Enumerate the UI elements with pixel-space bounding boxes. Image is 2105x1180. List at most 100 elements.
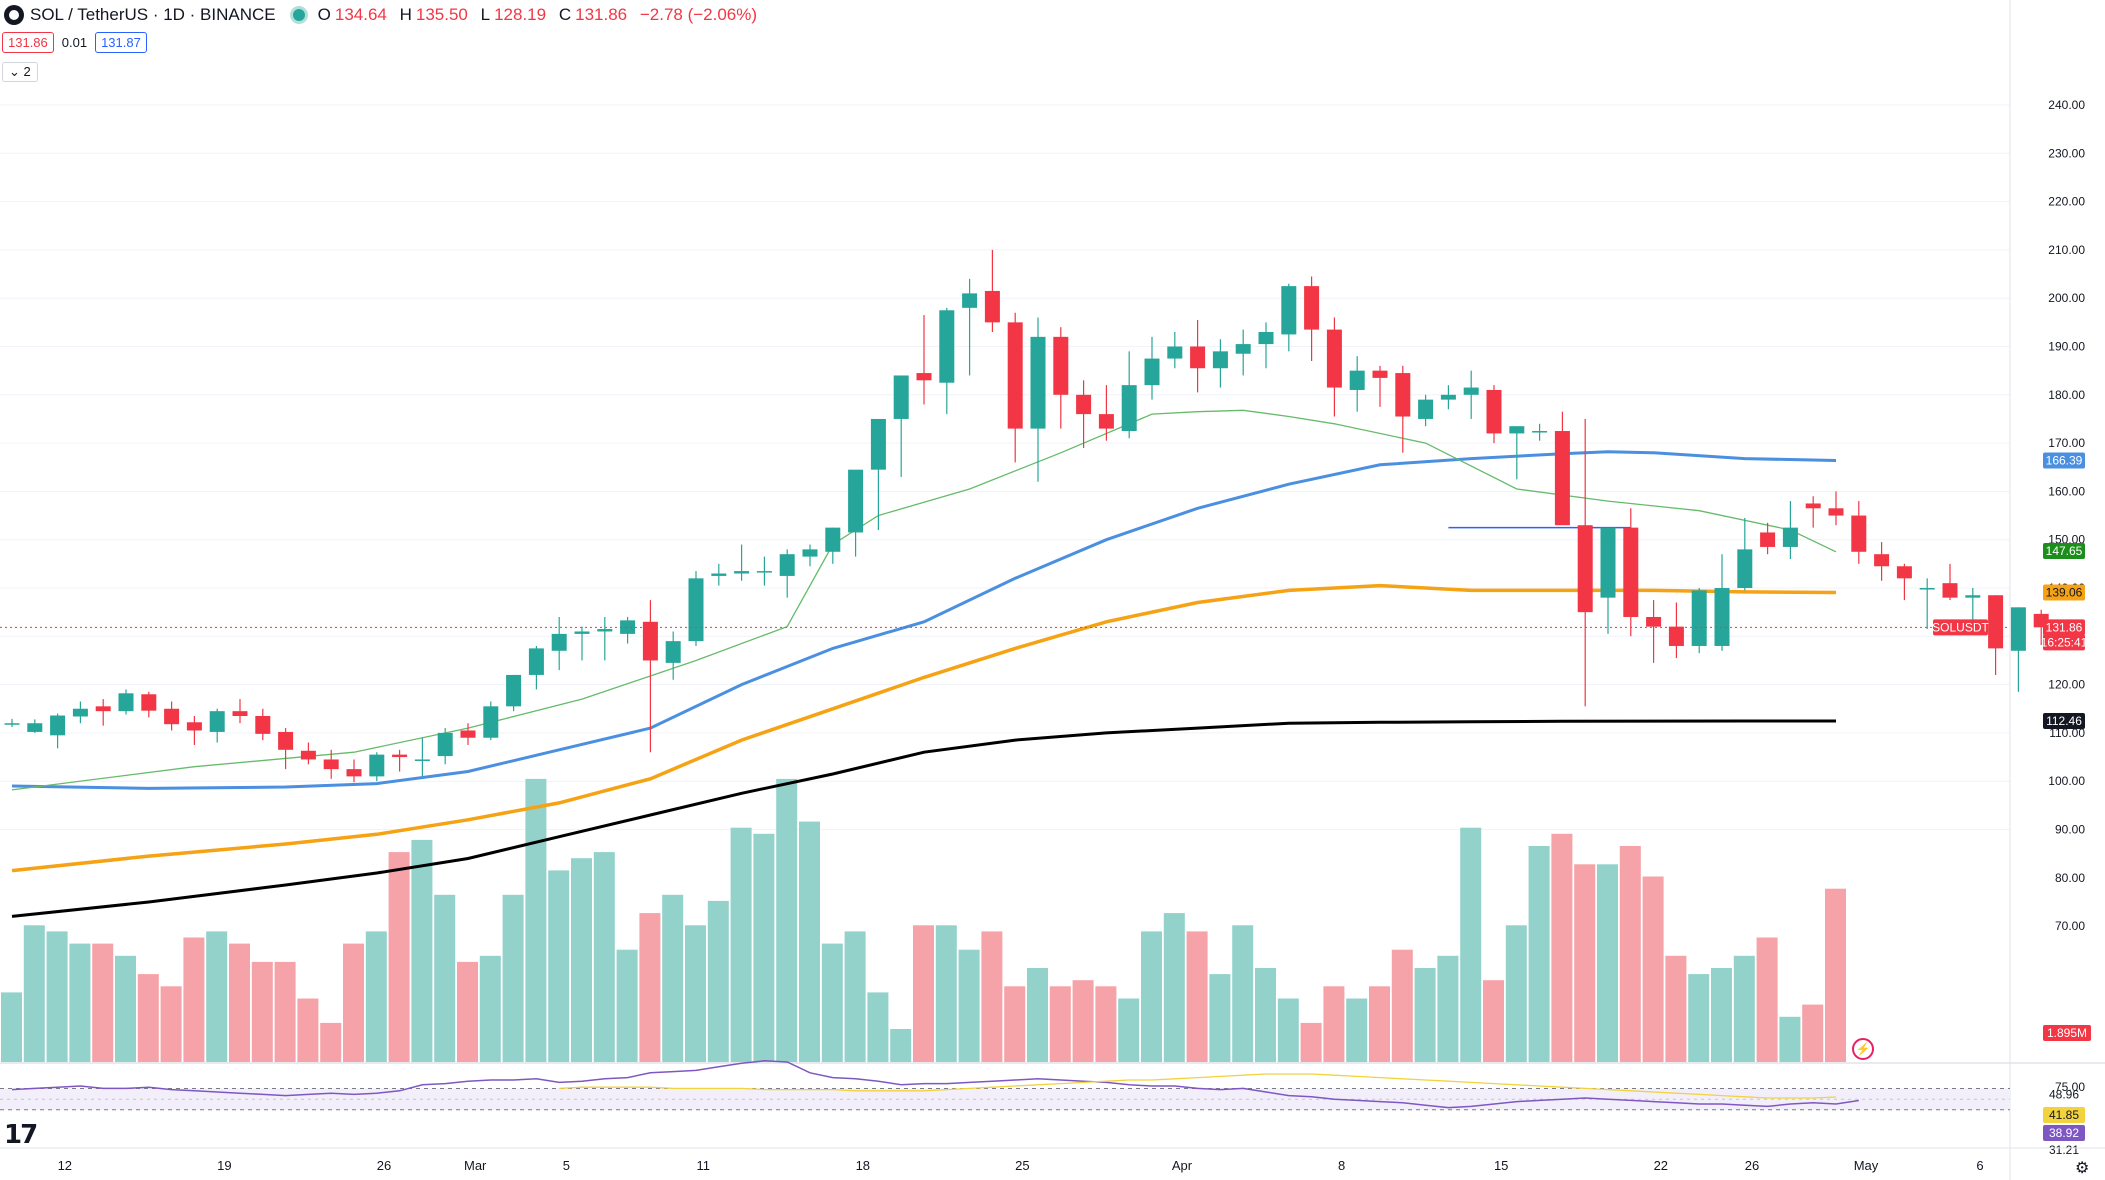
volume-bar <box>479 955 501 1062</box>
volume-bar <box>1186 931 1208 1062</box>
candle <box>1623 508 1639 637</box>
candle-body <box>1805 503 1821 509</box>
candle <box>756 556 772 586</box>
candle <box>414 737 430 777</box>
candle-body <box>369 754 385 777</box>
candle-body <box>551 633 567 651</box>
candle-body <box>688 578 704 642</box>
price-axis-label: 180.00 <box>2048 388 2085 402</box>
rsi-upper-label-bg <box>2043 1086 2085 1103</box>
price-axis-label: 230.00 <box>2048 146 2085 160</box>
volume-bar <box>639 913 661 1062</box>
candle-body <box>825 527 841 552</box>
tradingview-logo-icon[interactable]: 17 <box>4 1120 38 1150</box>
candle-body <box>1007 322 1023 429</box>
candle-body <box>506 674 522 707</box>
volume-bar <box>1255 968 1276 1062</box>
price-axis-label: 100.00 <box>2048 774 2085 788</box>
candle <box>506 674 522 712</box>
volume-bar <box>730 827 752 1062</box>
candle-body <box>255 715 271 734</box>
candle-body <box>916 373 932 381</box>
candle <box>369 752 385 782</box>
symbol-price-tag-bg <box>1933 619 1988 636</box>
volume-bar <box>1483 980 1504 1062</box>
candle <box>1737 517 1753 591</box>
ohlc-change: −2.78 (−2.06%) <box>639 5 758 24</box>
candle <box>688 571 704 646</box>
ma20-value-label-bg <box>2043 543 2085 560</box>
candle-body <box>1554 431 1570 526</box>
candle-body <box>346 769 362 777</box>
candle-body <box>1281 286 1297 335</box>
candle-body <box>1372 370 1388 378</box>
candle <box>1532 423 1548 441</box>
lightning-icon[interactable]: ⚡ <box>1852 1038 1874 1060</box>
candle-body <box>1121 385 1137 432</box>
candle-body <box>802 549 818 557</box>
candle-body <box>711 573 727 576</box>
ma20-value-label: 147.65 <box>2046 544 2083 558</box>
symbol-title[interactable]: SOL / TetherUS · 1D · BINANCE <box>30 5 276 24</box>
volume-bar <box>411 839 433 1062</box>
candle <box>1919 578 1935 630</box>
volume-bar <box>1346 998 1368 1062</box>
candle <box>1098 385 1114 441</box>
time-axis-label: May <box>1854 1158 1879 1173</box>
trade-buttons: 131.86 0.01 131.87 <box>2 32 147 53</box>
volume-bar <box>571 858 592 1062</box>
volume-bar <box>92 943 114 1062</box>
candle-body <box>4 723 20 725</box>
candle <box>483 701 499 741</box>
candle-body <box>27 723 43 732</box>
candle <box>1258 322 1274 369</box>
sell-button[interactable]: 131.86 <box>2 32 54 53</box>
candle <box>1076 380 1092 448</box>
candle <box>939 307 955 415</box>
candle-body <box>734 571 750 574</box>
volume-bar <box>1369 986 1390 1062</box>
candle <box>1326 317 1342 417</box>
candle <box>1782 501 1798 560</box>
volume-bar <box>1027 968 1048 1062</box>
volume-bar <box>23 925 45 1062</box>
time-axis-label: 25 <box>1015 1158 1029 1173</box>
rsi-value-label-bg <box>2043 1125 2085 1141</box>
ohlc-high: 135.50 <box>415 5 468 24</box>
candle <box>1851 501 1867 564</box>
volume-bar <box>685 925 706 1062</box>
candle <box>1212 339 1228 388</box>
volume-bar <box>434 894 456 1062</box>
ma100-line <box>11 583 1837 873</box>
candle-body <box>893 375 909 419</box>
volume-bar <box>115 955 136 1062</box>
rsi-lower-label: 31.21 <box>2049 1143 2079 1157</box>
candle <box>1896 563 1912 601</box>
candle <box>141 691 157 718</box>
candle-body <box>962 293 978 308</box>
candle <box>1646 600 1662 663</box>
candle-body <box>1896 566 1912 579</box>
candle <box>232 699 248 724</box>
ma50-line <box>11 450 1837 790</box>
volume-bar <box>457 961 478 1062</box>
ma50-value-label: 166.39 <box>2046 454 2083 468</box>
buy-button[interactable]: 131.87 <box>95 32 147 53</box>
gear-icon[interactable]: ⚙ <box>2075 1160 2090 1177</box>
volume-bar <box>274 961 296 1062</box>
candle <box>460 723 476 745</box>
volume-bar <box>1095 986 1117 1062</box>
volume-bar <box>1597 864 1618 1062</box>
candle <box>1714 554 1730 651</box>
indicators-count: 2 <box>23 64 31 79</box>
volume-bar <box>1733 955 1755 1062</box>
volume-bar <box>662 894 684 1062</box>
candle-body <box>1076 394 1092 415</box>
candle-body <box>50 715 66 736</box>
indicators-toggle[interactable]: ⌄ 2 <box>2 62 38 82</box>
candle-body <box>1965 595 1981 598</box>
candle <box>551 616 567 671</box>
candle-body <box>620 620 636 634</box>
rsi-ma-label-bg <box>2043 1107 2085 1123</box>
